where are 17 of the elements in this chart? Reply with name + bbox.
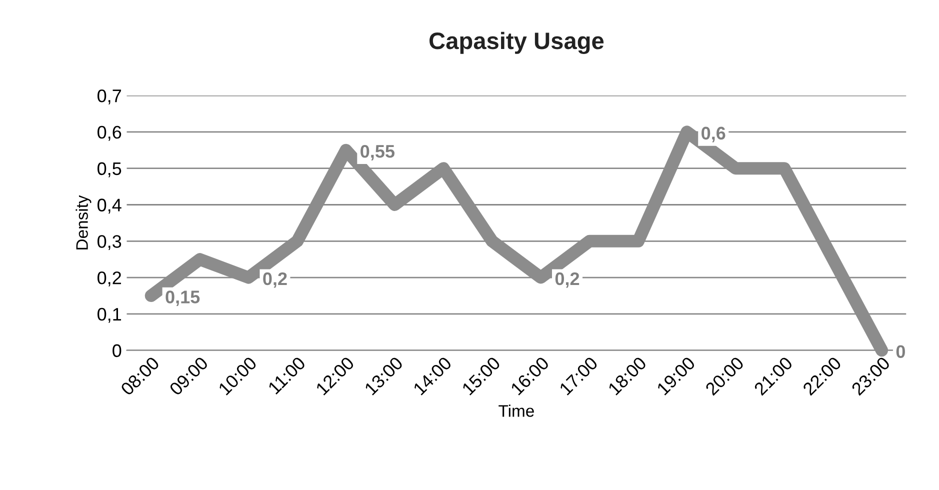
chart-title: Capasity Usage: [430, 32, 604, 54]
x-axis-title: Time: [498, 404, 534, 417]
data-label: 0,2: [555, 272, 580, 288]
y-tick-label: 0,2: [98, 271, 121, 286]
y-tick-label: 0,5: [98, 162, 122, 178]
data-label: 0,15: [166, 290, 200, 306]
y-tick-label: 0,6: [98, 126, 122, 141]
data-label: 0,2: [263, 272, 287, 288]
y-tick-label: 0,1: [98, 308, 122, 323]
y-tick-label: 0: [112, 344, 122, 358]
data-label: 0,6: [702, 126, 726, 142]
y-tick-label: 0,4: [98, 198, 122, 214]
data-label: 0: [896, 345, 905, 358]
y-tick-label: 0,7: [98, 89, 121, 104]
data-label: 0,55: [360, 144, 394, 160]
y-axis-title: Density: [76, 195, 92, 250]
y-tick-label: 0,3: [98, 235, 122, 250]
